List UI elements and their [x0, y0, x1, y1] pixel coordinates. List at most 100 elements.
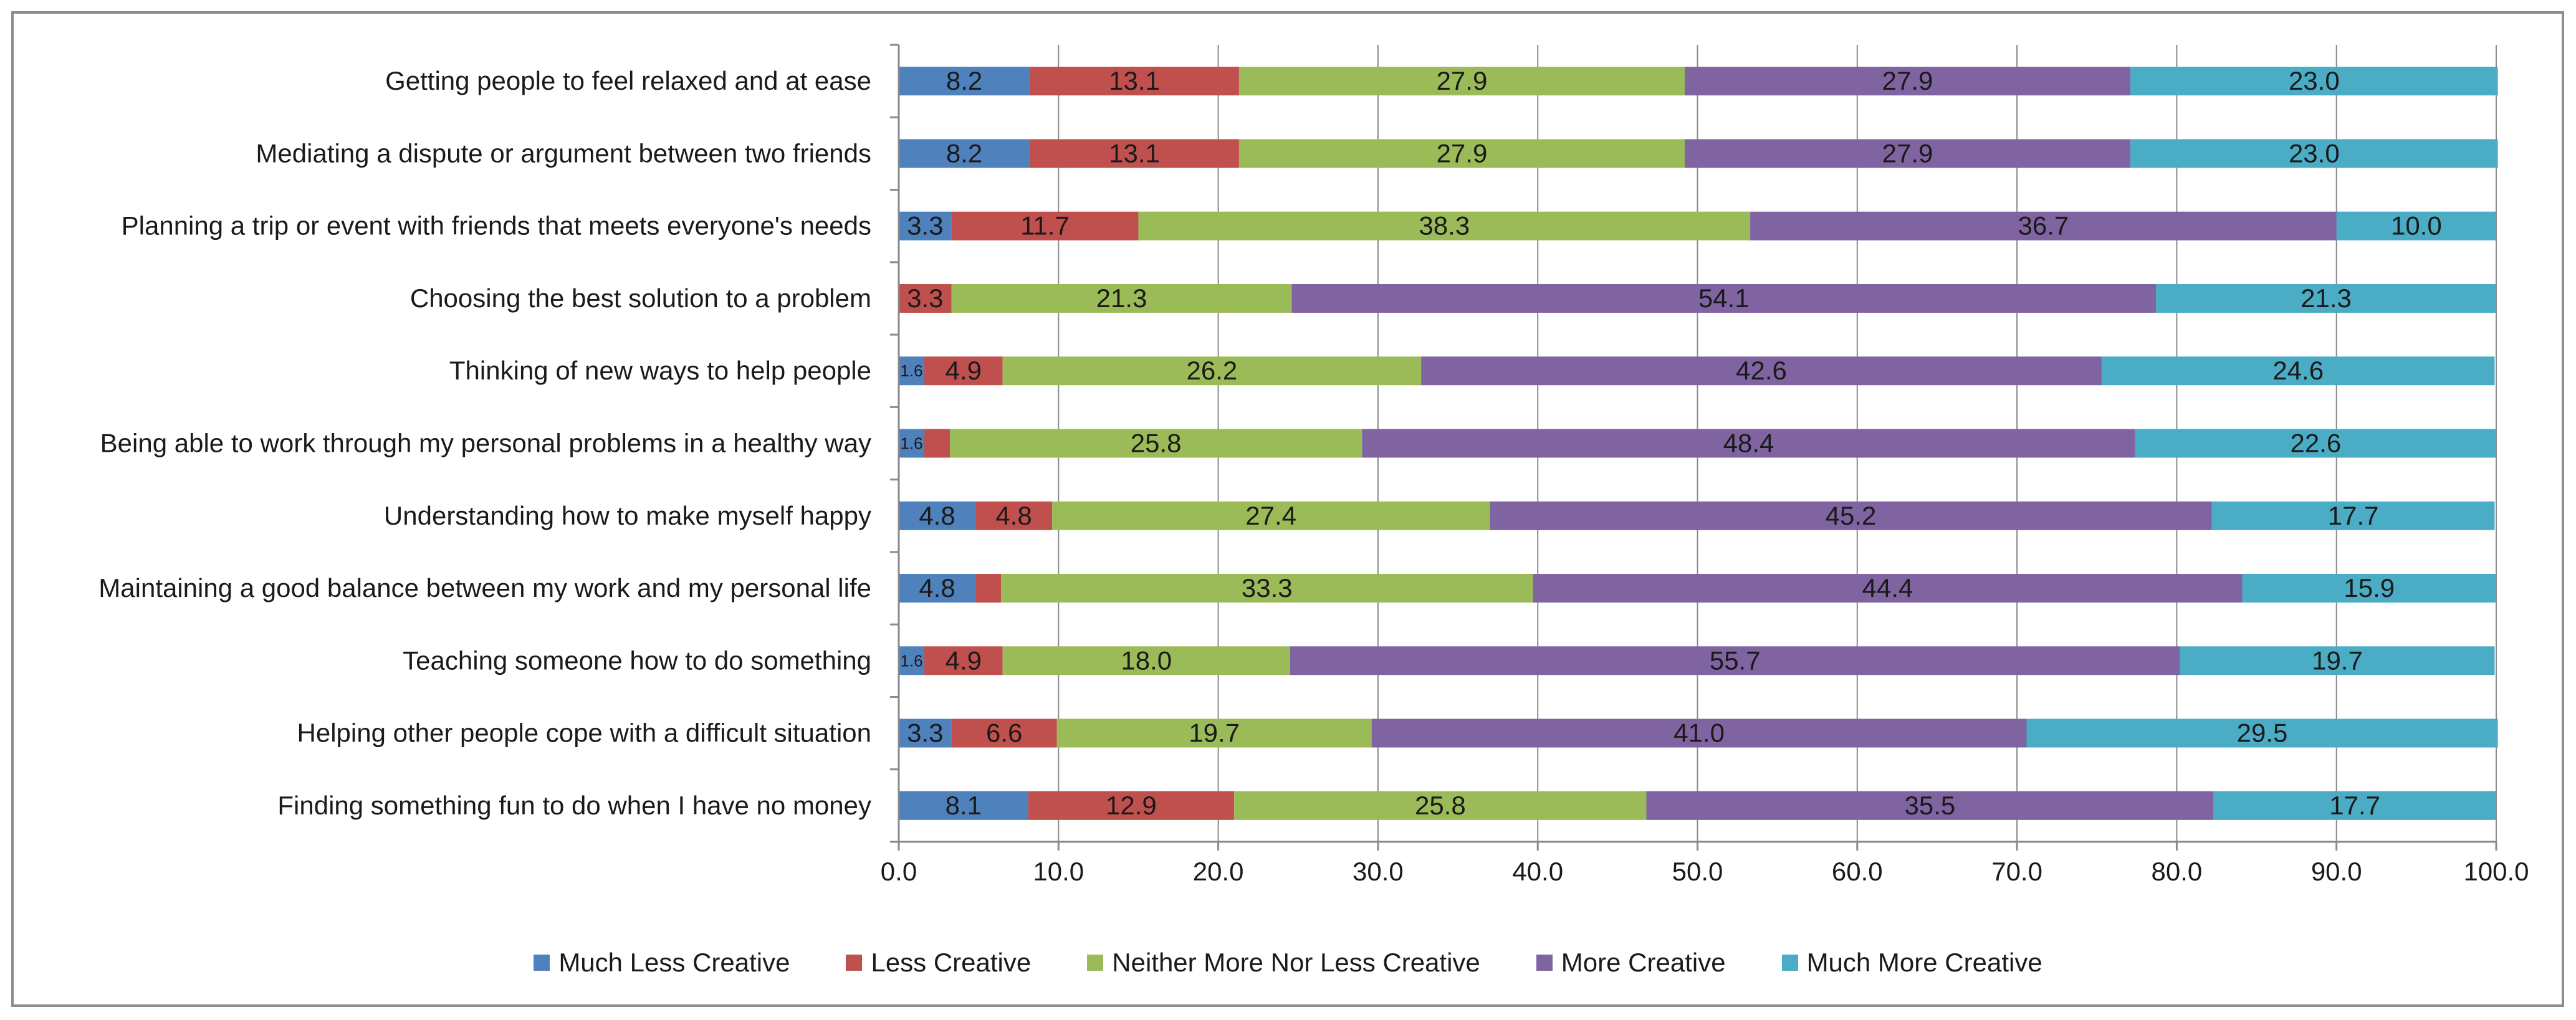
category-label: Teaching someone how to do something	[403, 646, 871, 675]
x-tick-label: 50.0	[1672, 857, 1723, 886]
bar-segment	[975, 574, 1002, 603]
bar-segment	[899, 211, 952, 241]
bar-segment	[899, 574, 976, 603]
bar-segment	[950, 429, 1362, 458]
x-tick-label: 80.0	[2152, 857, 2203, 886]
category-label: Finding something fun to do when I have …	[277, 791, 871, 820]
legend-label: Much More Creative	[1806, 948, 2042, 977]
bar-segment	[2336, 211, 2496, 241]
bar-segment	[951, 718, 1057, 748]
bar-segment	[1646, 791, 2214, 820]
x-tick-label: 0.0	[881, 857, 917, 886]
legend-label: More Creative	[1561, 948, 1726, 977]
data-label: 4.8	[919, 501, 955, 530]
bar-segment	[2026, 718, 2498, 748]
bar-segment	[899, 139, 1030, 168]
data-label: 4.8	[919, 573, 955, 603]
data-label: 15.9	[2344, 573, 2395, 603]
data-label: 8.1	[946, 791, 982, 820]
labels: 0.0 10.0 20.0 30.0 40.0 50.0 60.0 70.0 80.0 90.0 1…	[98, 66, 2529, 886]
legend: Much Less Creative Less Creative Neither M…	[0, 941, 2576, 984]
category-label: Thinking of new ways to help people	[449, 356, 871, 385]
data-label: 13.1	[1109, 66, 1160, 95]
category-label: Being able to work through my personal p…	[100, 429, 871, 458]
category-label: Getting people to feel relaxed and at ea…	[385, 66, 871, 95]
bar-segment	[1001, 574, 1533, 603]
x-tick-label: 10.0	[1033, 857, 1084, 886]
legend-label: Less Creative	[871, 948, 1032, 977]
axes	[890, 44, 2497, 851]
bar-segment	[1052, 501, 1490, 530]
bar-segment	[2211, 501, 2495, 530]
bar-segment	[1002, 646, 1290, 675]
category-label: Planning a trip or event with friends th…	[122, 211, 871, 241]
legend-item: Less Creative	[846, 948, 1031, 978]
x-tick-label: 20.0	[1193, 857, 1244, 886]
category-label: Choosing the best solution to a problem	[410, 284, 871, 313]
data-label: 35.5	[1905, 791, 1956, 820]
data-label: 24.6	[2272, 356, 2324, 385]
bar-segment	[1030, 139, 1239, 168]
bar-segment	[1290, 646, 2180, 675]
bar-segment	[2135, 429, 2496, 458]
data-label: 26.2	[1186, 356, 1237, 385]
bar-segment	[1028, 791, 1235, 820]
bar-segment	[924, 429, 950, 458]
legend-label: Much Less Creative	[558, 948, 790, 977]
data-label: 10.0	[2391, 211, 2442, 241]
data-label: 36.7	[2018, 211, 2069, 241]
bar-segment	[2156, 284, 2496, 313]
data-label: 8.2	[946, 66, 982, 95]
data-label: 1.6	[900, 434, 922, 453]
data-label: 17.7	[2328, 501, 2379, 530]
category-label: Maintaining a good balance between my wo…	[98, 573, 871, 603]
x-tick-label: 100.0	[2463, 857, 2529, 886]
data-label: 27.9	[1882, 66, 1933, 95]
data-label: 29.5	[2237, 718, 2288, 748]
legend-swatch	[1536, 955, 1553, 971]
data-label: 21.3	[1096, 284, 1147, 313]
data-label: 3.3	[907, 211, 943, 241]
bar-segment	[951, 284, 1292, 313]
legend-label: Neither More Nor Less Creative	[1112, 948, 1480, 977]
legend-swatch	[534, 955, 550, 971]
x-tick-label: 70.0	[1991, 857, 2042, 886]
data-label: 55.7	[1710, 646, 1761, 675]
data-label: 38.3	[1419, 211, 1470, 241]
bar-segment	[1234, 791, 1647, 820]
data-label: 1.6	[900, 361, 922, 380]
data-label: 4.9	[946, 356, 982, 385]
data-label: 45.2	[1826, 501, 1877, 530]
data-label: 27.9	[1882, 138, 1933, 168]
data-label: 54.1	[1698, 284, 1750, 313]
data-label: 25.8	[1415, 791, 1466, 820]
data-label: 4.8	[995, 501, 1032, 530]
legend-item: Much Less Creative	[534, 948, 790, 978]
data-label: 1.6	[900, 651, 922, 670]
data-label: 21.3	[2301, 284, 2352, 313]
bar-segment	[1138, 211, 1751, 241]
data-label: 3.3	[907, 284, 943, 313]
legend-item: More Creative	[1536, 948, 1726, 978]
data-label: 23.0	[2289, 66, 2340, 95]
bar-segment	[951, 211, 1139, 241]
bar-segment	[924, 356, 1003, 386]
bar-segment	[899, 718, 952, 748]
category-label: Helping other people cope with a difficu…	[297, 718, 871, 748]
data-label: 48.4	[1723, 429, 1774, 458]
data-label: 6.6	[986, 718, 1022, 748]
bar-segment	[899, 501, 976, 530]
data-label: 42.6	[1736, 356, 1787, 385]
x-tick-label: 30.0	[1353, 857, 1404, 886]
legend-swatch	[846, 955, 863, 971]
data-label: 8.2	[946, 138, 982, 168]
bar-segment	[2101, 356, 2495, 386]
bar-segment	[899, 67, 1030, 96]
data-label: 12.9	[1106, 791, 1157, 820]
bar-segment	[1533, 574, 2243, 603]
bar-segment	[2130, 67, 2498, 96]
data-label: 23.0	[2289, 138, 2340, 168]
bar-segment	[899, 429, 925, 458]
bar-segment	[899, 646, 925, 675]
